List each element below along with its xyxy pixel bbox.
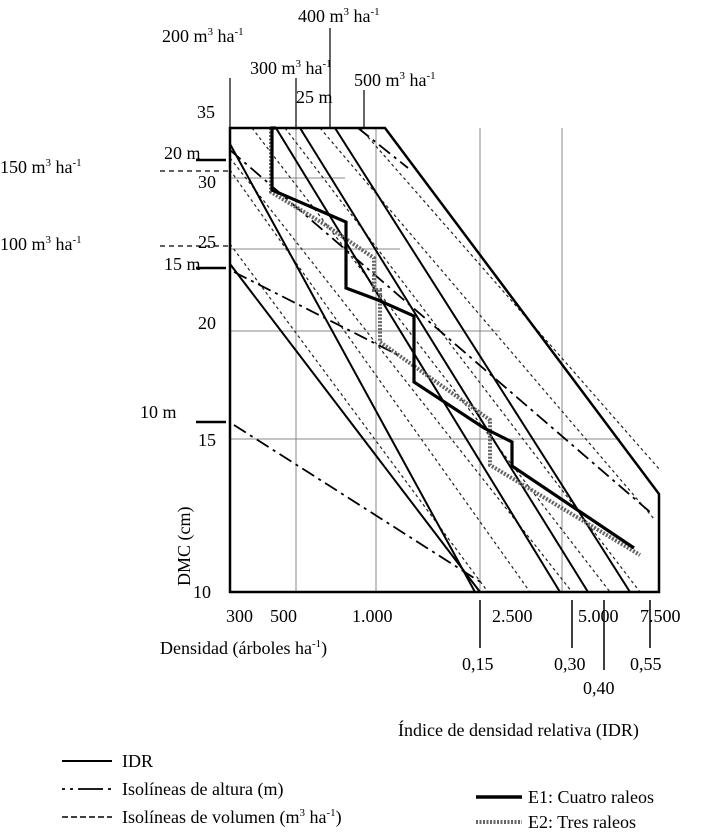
idr-line (334, 127, 631, 593)
volume-leaders (160, 28, 365, 247)
y-axis-label: DMC (cm) (174, 507, 195, 587)
volume-line (319, 127, 656, 521)
legend-height-label: Isolíneas de altura (m) (122, 779, 283, 800)
idr-line (299, 127, 589, 593)
height-line (233, 271, 401, 357)
x-tick-label: 300 (226, 606, 253, 626)
plot-frame (228, 126, 661, 594)
x-axis: 300 500 1.000 2.500 5.000 7.500 Densidad… (160, 606, 681, 659)
y-tick-label: 15 (198, 430, 216, 450)
legend-e2-label: E2: Tres raleos (528, 812, 636, 832)
legend-e1-label: E1: Cuatro raleos (528, 787, 654, 807)
idr-tick-label: 0,55 (630, 654, 662, 674)
volume-line (359, 127, 661, 471)
series-e1 (270, 126, 635, 550)
height-line (233, 424, 483, 584)
y-tick-label: 25 (198, 232, 216, 252)
volume-label: 500 m3 ha-1 (354, 70, 436, 90)
height-label: 20 m (164, 143, 201, 163)
volume-label: 200 m3 ha-1 (162, 26, 244, 46)
idr-axis (479, 600, 651, 670)
height-markers (196, 158, 226, 424)
x-tick-label: 5.000 (578, 606, 619, 626)
idr-axis-label: Índice de densidad relativa (IDR) (398, 719, 639, 741)
legend-volume-label: Isolíneas de volumen (m3 ha-1) (122, 807, 342, 828)
idr-line (229, 143, 476, 593)
volume-line (229, 243, 489, 593)
x-axis-label: Densidad (árboles ha-1) (160, 638, 327, 659)
height-line (357, 127, 409, 169)
volume-label: 150 m3 ha-1 (0, 157, 82, 177)
y-tick-label: 20 (198, 313, 216, 333)
legend-idr-label: IDR (122, 751, 153, 771)
y-tick-label: 35 (197, 102, 215, 122)
y-tick-label: 30 (198, 172, 216, 192)
y-axis: 10 15 20 25 30 35 DMC (cm) (174, 102, 216, 602)
e2-trajectory (269, 128, 642, 557)
volume-line (251, 127, 611, 593)
volume-line (229, 169, 531, 593)
x-tick-label: 7.500 (640, 606, 681, 626)
series-e2 (269, 128, 642, 557)
x-tick-label: 500 (270, 606, 297, 626)
volume-label: 300 m3 ha-1 (250, 58, 332, 78)
volume-line (229, 157, 573, 593)
volume-label: 400 m3 ha-1 (298, 6, 380, 26)
x-tick-label: 1.000 (352, 606, 393, 626)
e1-trajectory (270, 126, 635, 550)
legend: IDR Isolíneas de altura (m) Isolíneas de… (62, 751, 654, 832)
y-tick-label: 10 (193, 582, 211, 602)
idr-tick-label: 0,30 (554, 654, 586, 674)
idr-tick-label: 0,40 (583, 678, 615, 698)
idr-line (275, 127, 561, 593)
x-tick-label: 2.500 (492, 606, 533, 626)
idr-lines (229, 127, 631, 593)
volume-label: 100 m3 ha-1 (0, 234, 82, 254)
idr-tick-label: 0,15 (462, 654, 494, 674)
height-label: 10 m (140, 402, 177, 422)
idr-line (229, 263, 481, 593)
height-label: 25 m (296, 87, 333, 107)
height-label: 15 m (164, 254, 201, 274)
